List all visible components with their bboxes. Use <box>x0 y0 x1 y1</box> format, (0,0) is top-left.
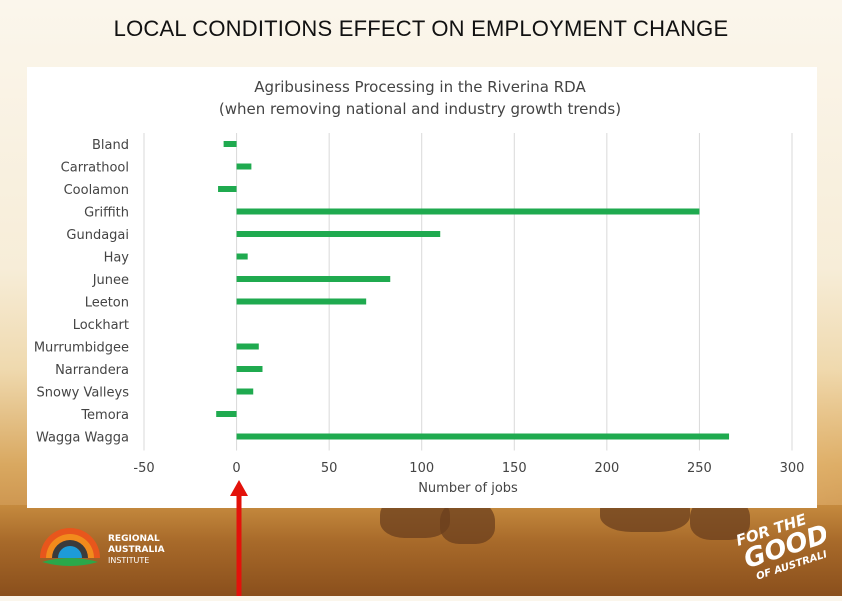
chart-subtitle: (when removing national and industry gro… <box>219 100 621 118</box>
logo-left-line2: AUSTRALIA <box>108 545 165 555</box>
category-label: Wagga Wagga <box>36 431 129 446</box>
bar <box>236 253 248 260</box>
category-label: Coolamon <box>64 183 129 198</box>
x-tick-label: 100 <box>409 461 434 476</box>
logo-left-line1: REGIONAL <box>108 534 160 544</box>
x-tick-label: 200 <box>594 461 619 476</box>
bar <box>216 411 237 417</box>
category-label: Junee <box>92 273 129 288</box>
category-label: Hay <box>104 251 130 266</box>
chart-panel: Agribusiness Processing in the Riverina … <box>27 67 817 508</box>
bar-chart: Agribusiness Processing in the Riverina … <box>34 78 805 496</box>
category-label: Temora <box>80 408 129 423</box>
logo-left-line3: INSTITUTE <box>108 556 149 565</box>
category-label: Snowy Valleys <box>37 386 130 401</box>
x-tick-label: 300 <box>780 461 805 476</box>
bar <box>236 298 367 305</box>
bar <box>218 186 237 192</box>
bar <box>236 163 252 170</box>
chart-title: Agribusiness Processing in the Riverina … <box>254 78 586 96</box>
chart-x-tick-labels: -50 0 50 100 150 200 250 300 <box>133 461 804 476</box>
bar <box>236 276 391 282</box>
bar <box>236 231 441 237</box>
for-the-good-logo: FOR THE GOOD OF AUSTRALIA <box>728 510 836 583</box>
x-axis-label: Number of jobs <box>418 481 518 496</box>
category-label: Leeton <box>85 296 129 311</box>
x-tick-label: 0 <box>232 461 240 476</box>
category-label: Narrandera <box>55 363 129 378</box>
bar <box>236 208 700 215</box>
bar <box>236 366 263 372</box>
chart-gridlines <box>143 133 793 451</box>
category-label: Murrumbidgee <box>34 341 129 356</box>
bar <box>236 388 254 395</box>
regional-australia-institute-logo: REGIONAL AUSTRALIA INSTITUTE <box>38 524 178 572</box>
x-tick-label: 50 <box>321 461 338 476</box>
x-tick-label: 250 <box>687 461 712 476</box>
category-label: Lockhart <box>73 318 129 333</box>
bar <box>236 343 259 350</box>
category-label: Gundagai <box>66 228 129 243</box>
x-tick-label: -50 <box>133 461 154 476</box>
bar <box>223 141 237 147</box>
category-label: Griffith <box>84 206 129 221</box>
slide-title: LOCAL CONDITIONS EFFECT ON EMPLOYMENT CH… <box>113 16 729 41</box>
chart-bars <box>216 141 730 440</box>
x-tick-label: 150 <box>502 461 527 476</box>
zero-pointer-arrow <box>229 478 249 596</box>
category-label: Carrathool <box>61 161 129 176</box>
category-label: Bland <box>92 138 129 153</box>
bar <box>236 433 730 440</box>
chart-category-labels: Bland Carrathool Coolamon Griffith Gundagai H… <box>34 138 129 446</box>
